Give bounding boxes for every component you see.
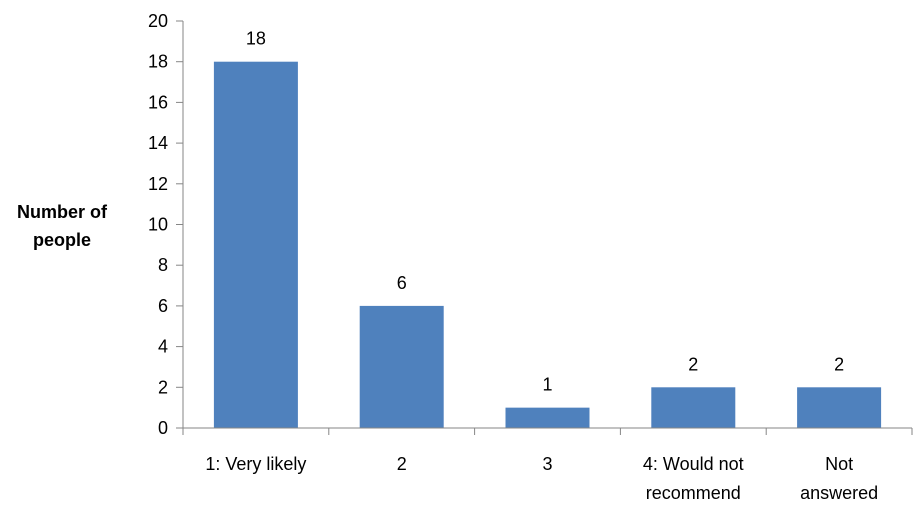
- category-label-line: answered: [800, 483, 878, 503]
- y-tick-label: 20: [148, 11, 168, 31]
- bar: [797, 387, 881, 428]
- data-label: 1: [542, 375, 552, 395]
- y-tick-label: 6: [158, 296, 168, 316]
- category-label-line: 3: [542, 454, 552, 474]
- data-label: 2: [834, 354, 844, 374]
- category-label-line: 4: Would not: [643, 454, 744, 474]
- y-axis-title-line: Number of: [17, 202, 108, 222]
- category-label-line: Not: [825, 454, 853, 474]
- bar: [506, 408, 590, 428]
- bars: [214, 62, 881, 428]
- y-tick-label: 12: [148, 174, 168, 194]
- y-axis-ticks: 0 2 4 6 8 10 12 14 16 18 20: [148, 11, 183, 438]
- y-axis-title-text: Number of people: [17, 202, 108, 250]
- category-label: Not answered: [800, 454, 878, 503]
- y-tick-label: 14: [148, 133, 168, 153]
- y-tick-label: 2: [158, 377, 168, 397]
- category-label: 1: Very likely: [205, 454, 306, 474]
- bar: [651, 387, 735, 428]
- y-tick-label: 10: [148, 215, 168, 235]
- y-tick-label: 18: [148, 52, 168, 72]
- category-label-line: 1: Very likely: [205, 454, 306, 474]
- category-label-line: recommend: [646, 483, 741, 503]
- y-tick-label: 16: [148, 92, 168, 112]
- data-labels: 18 6 1 2 2: [246, 29, 844, 395]
- data-label: 2: [688, 354, 698, 374]
- y-tick-label: 4: [158, 337, 168, 357]
- bar: [214, 62, 298, 428]
- category-label: 4: Would not recommend: [643, 454, 744, 503]
- category-label: 3: [542, 454, 552, 474]
- category-label-line: 2: [397, 454, 407, 474]
- category-labels: 1: Very likely 2 3 4: Would not recommend Not…: [205, 454, 878, 503]
- data-label: 18: [246, 29, 266, 49]
- category-label: 2: [397, 454, 407, 474]
- y-tick-label: 0: [158, 418, 168, 438]
- bar: [360, 306, 444, 428]
- y-axis-title: Number of people: [17, 202, 108, 250]
- y-tick-label: 8: [158, 255, 168, 275]
- data-label: 6: [397, 273, 407, 293]
- y-axis-title-line: people: [33, 230, 91, 250]
